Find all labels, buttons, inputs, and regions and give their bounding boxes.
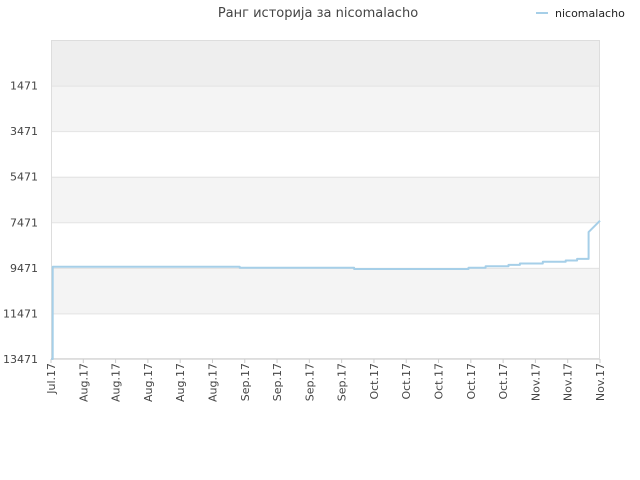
series-layer — [51, 219, 601, 360]
plot-area-border — [51, 40, 600, 359]
x-tick-label: Nov.17 — [594, 363, 607, 401]
y-tick-label: 1471 — [10, 80, 38, 93]
chart-title: Ранг историја за nicomalacho — [218, 6, 418, 21]
x-tick-label: Oct.17 — [465, 363, 478, 400]
x-tick-label: Sep.17 — [303, 363, 316, 401]
y-axis: 1471 3471 5471 7471 9471 11471 13471 — [3, 80, 38, 366]
y-tick-label: 13471 — [3, 353, 38, 366]
x-axis: Jul.17 Aug.17 Aug.17 Aug.17 Aug.17 Aug.17 Sep.… — [45, 359, 607, 402]
legend: nicomalacho — [536, 7, 625, 20]
plot-band — [51, 40, 600, 86]
y-tick-label: 5471 — [10, 171, 38, 184]
x-tick-label: Sep.17 — [271, 363, 284, 401]
x-tick-label: Aug.17 — [77, 363, 90, 402]
x-tick-label: Nov.17 — [562, 363, 575, 401]
y-tick-label: 9471 — [10, 262, 38, 275]
y-tick-label: 3471 — [10, 125, 38, 138]
x-tick-label: Aug.17 — [110, 363, 123, 402]
plot-band — [51, 267, 600, 314]
x-tick-label: Aug.17 — [142, 363, 155, 402]
x-tick-label: Sep.17 — [336, 363, 349, 401]
plot-background-bands — [51, 40, 600, 359]
x-tick-label: Oct.17 — [433, 363, 446, 400]
x-tick-label: Oct.17 — [497, 363, 510, 400]
plot-band — [51, 131, 600, 177]
plot-band — [51, 313, 600, 359]
x-tick-label: Jul.17 — [45, 363, 58, 395]
legend-label-nicomalacho: nicomalacho — [555, 7, 625, 20]
plot-band — [51, 176, 600, 223]
x-tick-label: Nov.17 — [529, 363, 542, 401]
x-tick-label: Aug.17 — [206, 363, 219, 402]
y-tick-label: 11471 — [3, 307, 38, 320]
x-tick-label: Oct.17 — [368, 363, 381, 400]
x-tick-label: Sep.17 — [239, 363, 252, 401]
x-tick-label: Aug.17 — [174, 363, 187, 402]
y-tick-label: 7471 — [10, 216, 38, 229]
x-tick-label: Oct.17 — [400, 363, 413, 400]
plot-band — [51, 222, 600, 268]
plot-band — [51, 85, 600, 132]
series-line-nicomalacho — [51, 219, 601, 360]
